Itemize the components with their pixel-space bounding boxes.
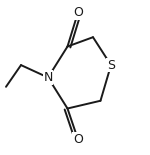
Text: S: S	[107, 59, 115, 72]
Text: O: O	[73, 133, 83, 146]
Text: N: N	[43, 71, 53, 84]
Text: O: O	[73, 6, 83, 19]
